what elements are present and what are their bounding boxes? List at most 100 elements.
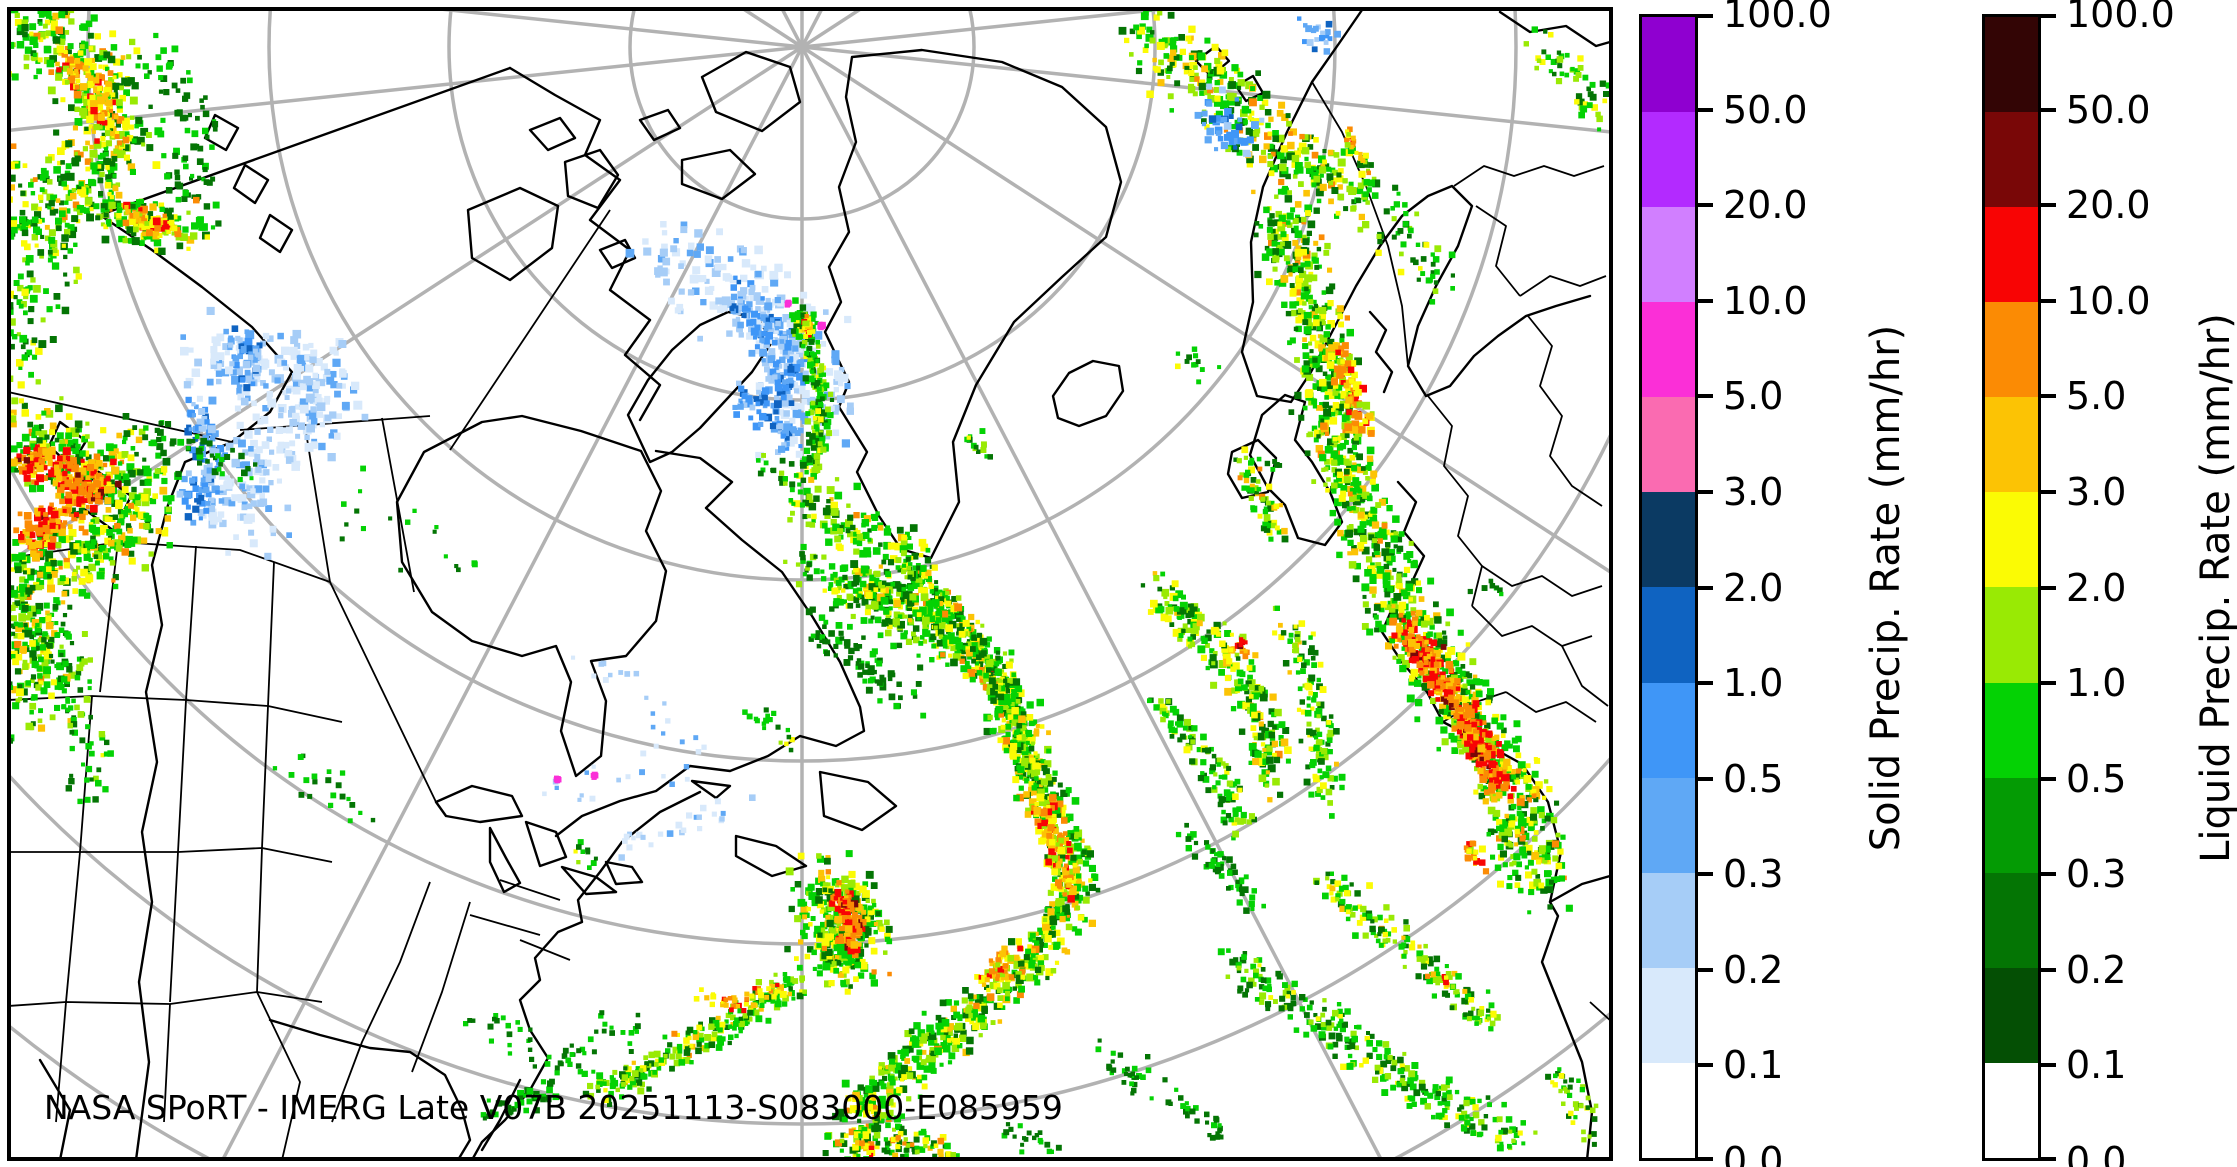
meridian-line <box>9 9 1181 133</box>
colorbar-tick <box>2041 776 2056 781</box>
colorbar-solid-bar <box>1639 14 1698 1161</box>
borders-europe-6 <box>1519 275 1611 1023</box>
coast-pacific <box>98 213 294 1159</box>
map-frame <box>7 7 1613 1161</box>
colorbar-tick-label: 10.0 <box>2066 278 2151 323</box>
borders-europe-4 <box>1471 565 1603 647</box>
borders-us-states-h2 <box>9 847 333 863</box>
borders-appalachia <box>331 881 471 1123</box>
colorbar-liquid-bar <box>1982 14 2041 1161</box>
coast-arctic-mainland <box>508 66 662 422</box>
lake-superior <box>434 784 524 824</box>
colorbar-tick-label: 0.1 <box>2066 1043 2127 1088</box>
coast-nova-scotia <box>734 834 808 878</box>
colorbar-tick <box>2041 298 2056 303</box>
lake-huron <box>524 820 568 868</box>
colorbar-tick <box>1698 1157 1713 1161</box>
colorbar-tick-label: 0.0 <box>1723 1139 1784 1167</box>
borders-us-states-v1 <box>99 541 275 707</box>
colorbar-tick <box>1698 776 1713 781</box>
borders-prairies <box>9 391 431 593</box>
colorbar-tick-label: 20.0 <box>2066 183 2151 228</box>
island-anticosti <box>690 779 732 800</box>
colorbar-tick-label: 10.0 <box>1723 278 1808 323</box>
island-ireland <box>1226 438 1278 500</box>
colorbar-tick-label: 100.0 <box>2066 0 2175 36</box>
colorbar-tick <box>2041 1063 2056 1068</box>
colorbar-segment <box>1642 492 1695 588</box>
colorbar-tick <box>1698 585 1713 590</box>
border-nunavut <box>449 209 611 451</box>
colorbar-tick <box>1698 203 1713 208</box>
colorbar-liquid-axis-label: Liquid Precip. Rate (mm/hr) <box>2193 313 2237 863</box>
colorbar-segment <box>1985 207 2038 303</box>
island-victoria <box>466 186 560 282</box>
colorbar-segment <box>1985 17 2038 113</box>
colorbar-segment <box>1642 302 1695 398</box>
colorbar-tick-label: 1.0 <box>1723 661 1784 706</box>
colorbar-segment <box>1985 872 2038 968</box>
lake-erie <box>560 865 618 896</box>
colorbar-tick-label: 3.0 <box>2066 469 2127 514</box>
coast-mediterranean <box>1548 874 1611 904</box>
precipitation-pixels <box>9 9 1611 1159</box>
colorbar-segment <box>1642 17 1695 113</box>
colorbar-segment <box>1985 682 2038 778</box>
colorbar-tick-label: 0.3 <box>2066 852 2127 897</box>
colorbar-solid: 100.0 50.0 20.0 10.0 5.0 3.0 2.0 1.0 0.5 0.3 0.2 0.… <box>1639 0 1839 1167</box>
colorbar-tick <box>2041 681 2056 686</box>
colorbar-segment <box>1985 777 2038 873</box>
borders-us-states-v2 <box>79 695 269 853</box>
lake-michigan <box>488 826 522 894</box>
islands-arctic-small <box>528 108 682 270</box>
colorbar-tick <box>2041 107 2056 112</box>
colorbar-segment <box>1642 872 1695 968</box>
colorbar-tick-label: 0.5 <box>2066 756 2127 801</box>
colorbar-segment <box>1642 397 1695 493</box>
colorbar-tick <box>1698 967 1713 972</box>
colorbar-tick <box>1698 1063 1713 1068</box>
lake-ontario <box>604 860 644 886</box>
borders-us-states-v3 <box>65 847 263 1003</box>
colorbar-segment <box>1985 397 2038 493</box>
island-devon <box>680 148 757 201</box>
borders-us-states-h3 <box>9 991 323 1007</box>
colorbar-tick <box>2041 585 2056 590</box>
colorbar-tick-label: 2.0 <box>2066 565 2127 610</box>
colorbar-tick <box>2041 489 2056 494</box>
colorbar-tick-label: 0.2 <box>2066 947 2127 992</box>
colorbar-tick-label: 50.0 <box>2066 87 2151 132</box>
border-texas <box>256 991 301 1159</box>
coast-baja <box>38 1058 72 1159</box>
colorbar-segment <box>1642 587 1695 683</box>
colorbar-solid-axis-label: Solid Precip. Rate (mm/hr) <box>1863 324 1909 852</box>
colorbar-tick-label: 100.0 <box>1723 0 1832 36</box>
colorbar-tick-label: 5.0 <box>2066 374 2127 419</box>
island-iceland <box>1051 359 1125 428</box>
colorbar-liquid: 100.0 50.0 20.0 10.0 5.0 3.0 2.0 1.0 0.5 0.3 0.2 0.… <box>1982 0 2182 1167</box>
colorbar-tick <box>2041 394 2056 399</box>
colorbar-tick <box>2041 1157 2056 1161</box>
borders-scandinavia <box>1311 81 1409 367</box>
coast-hudson-bay <box>395 414 668 778</box>
colorbar-segment <box>1642 967 1695 1063</box>
borders-europe-1 <box>1453 165 1605 297</box>
borders-us-states-v4 <box>55 1001 171 1123</box>
islands-panhandle <box>203 113 294 254</box>
political-borders <box>9 81 1611 1159</box>
colorbar-segment <box>1985 492 2038 588</box>
coast-iberia-africa <box>1441 720 1594 1159</box>
colorbar-segment <box>1642 207 1695 303</box>
colorbar-tick <box>1698 298 1713 303</box>
colorbar-tick <box>1698 14 1713 18</box>
colorbar-tick-label: 0.1 <box>1723 1043 1784 1088</box>
colorbar-segment <box>1985 587 2038 683</box>
colorbar-tick-label: 5.0 <box>1723 374 1784 419</box>
colorbar-segment <box>1642 682 1695 778</box>
colorbar-segment <box>1985 112 2038 208</box>
colorbar-tick-label: 0.2 <box>1723 947 1784 992</box>
colorbar-tick-label: 0.0 <box>2066 1139 2127 1167</box>
colorbar-tick <box>1698 107 1713 112</box>
colorbar-tick-label: 20.0 <box>1723 183 1808 228</box>
